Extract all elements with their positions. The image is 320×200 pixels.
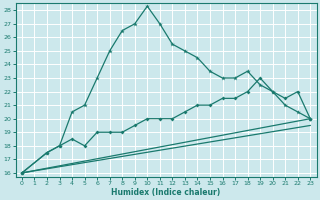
X-axis label: Humidex (Indice chaleur): Humidex (Indice chaleur) [111, 188, 221, 197]
